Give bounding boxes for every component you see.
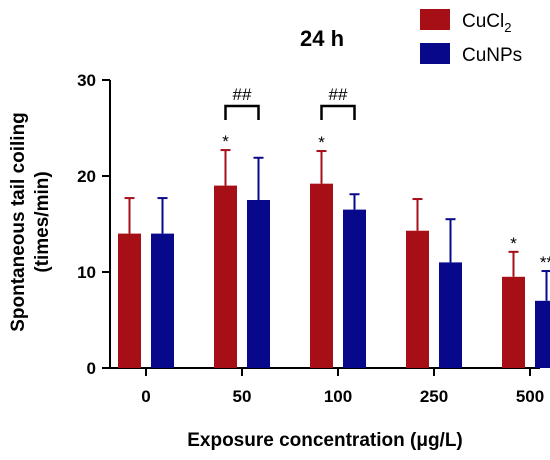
legend-swatch-cunps — [420, 43, 450, 64]
comparison-bracket-100 — [320, 104, 356, 120]
x-tick-label-2: 100 — [324, 387, 352, 406]
bar-cucl2-250 — [406, 230, 429, 368]
x-axis-label: Exposure concentration (μg/L) — [187, 430, 463, 451]
bar-cucl2-500 — [502, 276, 525, 368]
bar-cunps-50 — [247, 200, 270, 368]
bar-cucl2-0 — [118, 233, 141, 368]
bar-cunps-100 — [343, 209, 366, 368]
bar-cucl2-50 — [214, 185, 237, 368]
y-ticks: 0 10 20 30 — [77, 71, 110, 378]
y-tick-label-2: 20 — [77, 167, 96, 186]
x-ticks: 0 50 100 250 500 — [141, 368, 544, 406]
comparison-label-50: ## — [233, 85, 252, 104]
y-tick-label-1: 10 — [77, 263, 96, 282]
bar-cunps-250 — [439, 262, 462, 368]
y-axis-label-line2: (times/min) — [32, 171, 53, 272]
legend-label-cucl2-main: CuCl — [462, 11, 504, 32]
legend-label-cunps: CuNPs — [462, 45, 522, 66]
significance-marks: ***** — [222, 132, 550, 272]
y-tick-label-0: 0 — [87, 359, 96, 378]
bars — [118, 149, 550, 368]
x-tick-label-3: 250 — [420, 387, 448, 406]
significance-mark-cucl2-100: * — [318, 133, 325, 152]
significance-mark-cucl2-500: * — [510, 234, 517, 253]
legend-label-cucl2: CuCl2 — [462, 11, 511, 35]
y-tick-label-3: 30 — [77, 71, 96, 90]
y-axis-label-line1: Spontaneous tail coiling — [8, 112, 29, 332]
bar-cunps-500 — [535, 300, 550, 368]
comparison-bracket-50 — [224, 104, 260, 120]
x-tick-label-0: 0 — [141, 387, 150, 406]
significance-mark-cunps-500: ** — [540, 253, 550, 272]
bar-cucl2-100 — [310, 183, 333, 368]
chart-title: 24 h — [300, 26, 344, 51]
x-tick-label-1: 50 — [233, 387, 252, 406]
legend-label-cucl2-subscript: 2 — [504, 20, 511, 35]
y-axis-title: Spontaneous tail coiling (times/min) — [8, 112, 53, 332]
comparison-brackets: ## ## — [224, 85, 356, 120]
legend: CuCl2 CuNPs — [420, 9, 522, 66]
bar-cunps-0 — [151, 233, 174, 368]
x-tick-label-4: 500 — [516, 387, 544, 406]
comparison-label-100: ## — [329, 85, 348, 104]
legend-swatch-cucl2 — [420, 9, 450, 30]
significance-mark-cucl2-50: * — [222, 132, 229, 151]
